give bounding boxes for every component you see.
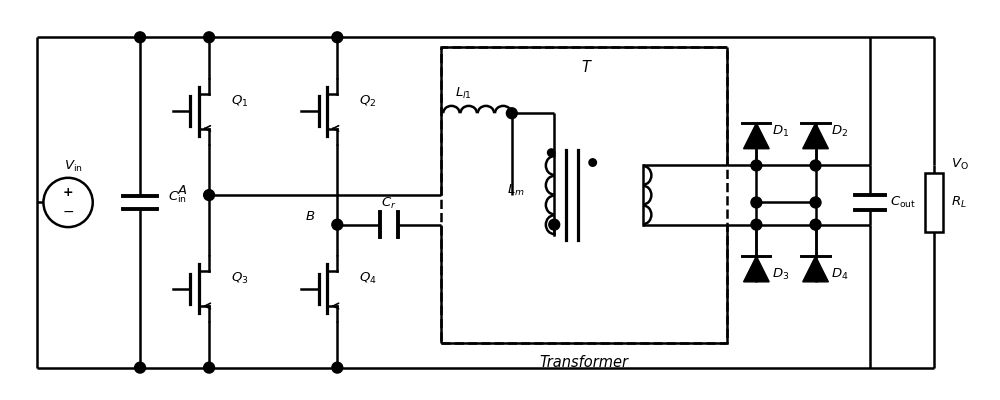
Text: $Q_3$: $Q_3$ bbox=[231, 271, 248, 286]
Circle shape bbox=[332, 32, 343, 43]
Text: +: + bbox=[63, 186, 73, 199]
Circle shape bbox=[135, 32, 145, 43]
Text: $T$: $T$ bbox=[581, 59, 593, 75]
Circle shape bbox=[751, 197, 762, 208]
Text: $A$: $A$ bbox=[177, 184, 187, 197]
Circle shape bbox=[751, 219, 762, 230]
Polygon shape bbox=[803, 256, 828, 282]
Text: $C_{\rm in}$: $C_{\rm in}$ bbox=[168, 190, 187, 205]
Polygon shape bbox=[744, 123, 769, 149]
Polygon shape bbox=[803, 123, 828, 149]
Text: $D_3$: $D_3$ bbox=[772, 266, 789, 282]
Circle shape bbox=[332, 219, 343, 230]
Text: $D_4$: $D_4$ bbox=[831, 266, 849, 282]
Text: $Q_4$: $Q_4$ bbox=[359, 271, 377, 286]
Text: −: − bbox=[62, 205, 74, 219]
Text: $Q_2$: $Q_2$ bbox=[359, 94, 376, 109]
Text: $D_1$: $D_1$ bbox=[772, 124, 789, 138]
Polygon shape bbox=[744, 256, 769, 282]
Circle shape bbox=[506, 108, 517, 119]
Circle shape bbox=[548, 149, 555, 156]
Text: Transformer: Transformer bbox=[539, 355, 628, 370]
Circle shape bbox=[751, 160, 762, 171]
Text: $B$: $B$ bbox=[305, 210, 316, 223]
Text: $D_2$: $D_2$ bbox=[831, 124, 848, 138]
Text: $L_{l1}$: $L_{l1}$ bbox=[455, 86, 472, 101]
Text: $V_{\rm O}$: $V_{\rm O}$ bbox=[951, 157, 968, 172]
Circle shape bbox=[810, 219, 821, 230]
Circle shape bbox=[810, 160, 821, 171]
Text: $L_m$: $L_m$ bbox=[507, 182, 525, 198]
Circle shape bbox=[135, 362, 145, 373]
Bar bbox=[441, 47, 727, 343]
Circle shape bbox=[549, 219, 560, 230]
Circle shape bbox=[589, 159, 596, 166]
Circle shape bbox=[204, 32, 215, 43]
Bar bbox=[925, 173, 943, 232]
Circle shape bbox=[810, 197, 821, 208]
Circle shape bbox=[204, 362, 215, 373]
Text: $C_r$: $C_r$ bbox=[381, 196, 397, 210]
Circle shape bbox=[332, 362, 343, 373]
Text: $Q_1$: $Q_1$ bbox=[231, 94, 248, 109]
Text: $R_L$: $R_L$ bbox=[951, 195, 966, 210]
Text: $C_{\rm out}$: $C_{\rm out}$ bbox=[890, 195, 916, 210]
Circle shape bbox=[204, 190, 215, 200]
Text: $V_{\rm in}$: $V_{\rm in}$ bbox=[64, 158, 82, 174]
